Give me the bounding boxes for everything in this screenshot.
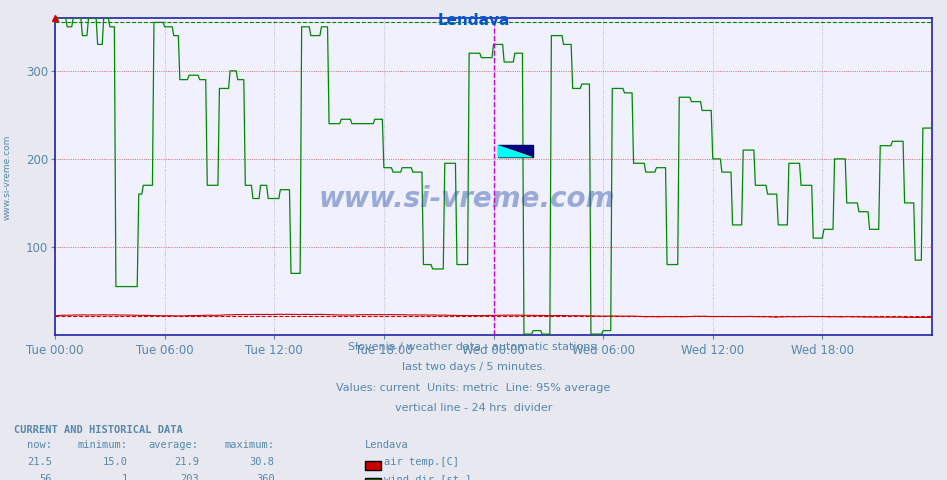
Text: 360: 360 — [256, 474, 275, 480]
Text: 30.8: 30.8 — [250, 457, 275, 467]
Polygon shape — [498, 145, 533, 157]
Text: Lendava: Lendava — [438, 13, 509, 28]
Polygon shape — [498, 145, 533, 157]
Text: www.si-vreme.com: www.si-vreme.com — [319, 185, 616, 213]
Text: air temp.[C]: air temp.[C] — [384, 457, 458, 467]
Text: www.si-vreme.com: www.si-vreme.com — [3, 135, 12, 220]
Text: wind dir.[st.]: wind dir.[st.] — [384, 474, 471, 480]
Text: Values: current  Units: metric  Line: 95% average: Values: current Units: metric Line: 95% … — [336, 383, 611, 393]
Text: CURRENT AND HISTORICAL DATA: CURRENT AND HISTORICAL DATA — [14, 425, 183, 435]
Text: maximum:: maximum: — [224, 440, 275, 450]
Text: 21.5: 21.5 — [27, 457, 52, 467]
Text: now:: now: — [27, 440, 52, 450]
Text: 203: 203 — [180, 474, 199, 480]
Text: average:: average: — [149, 440, 199, 450]
FancyBboxPatch shape — [498, 145, 533, 157]
Text: Lendava: Lendava — [365, 440, 408, 450]
Text: 15.0: 15.0 — [103, 457, 128, 467]
Text: Slovenia / weather data - automatic stations.: Slovenia / weather data - automatic stat… — [348, 342, 599, 352]
Text: vertical line - 24 hrs  divider: vertical line - 24 hrs divider — [395, 403, 552, 413]
Text: last two days / 5 minutes.: last two days / 5 minutes. — [402, 362, 545, 372]
Text: 1: 1 — [121, 474, 128, 480]
Text: minimum:: minimum: — [78, 440, 128, 450]
Text: 56: 56 — [40, 474, 52, 480]
Text: 21.9: 21.9 — [174, 457, 199, 467]
